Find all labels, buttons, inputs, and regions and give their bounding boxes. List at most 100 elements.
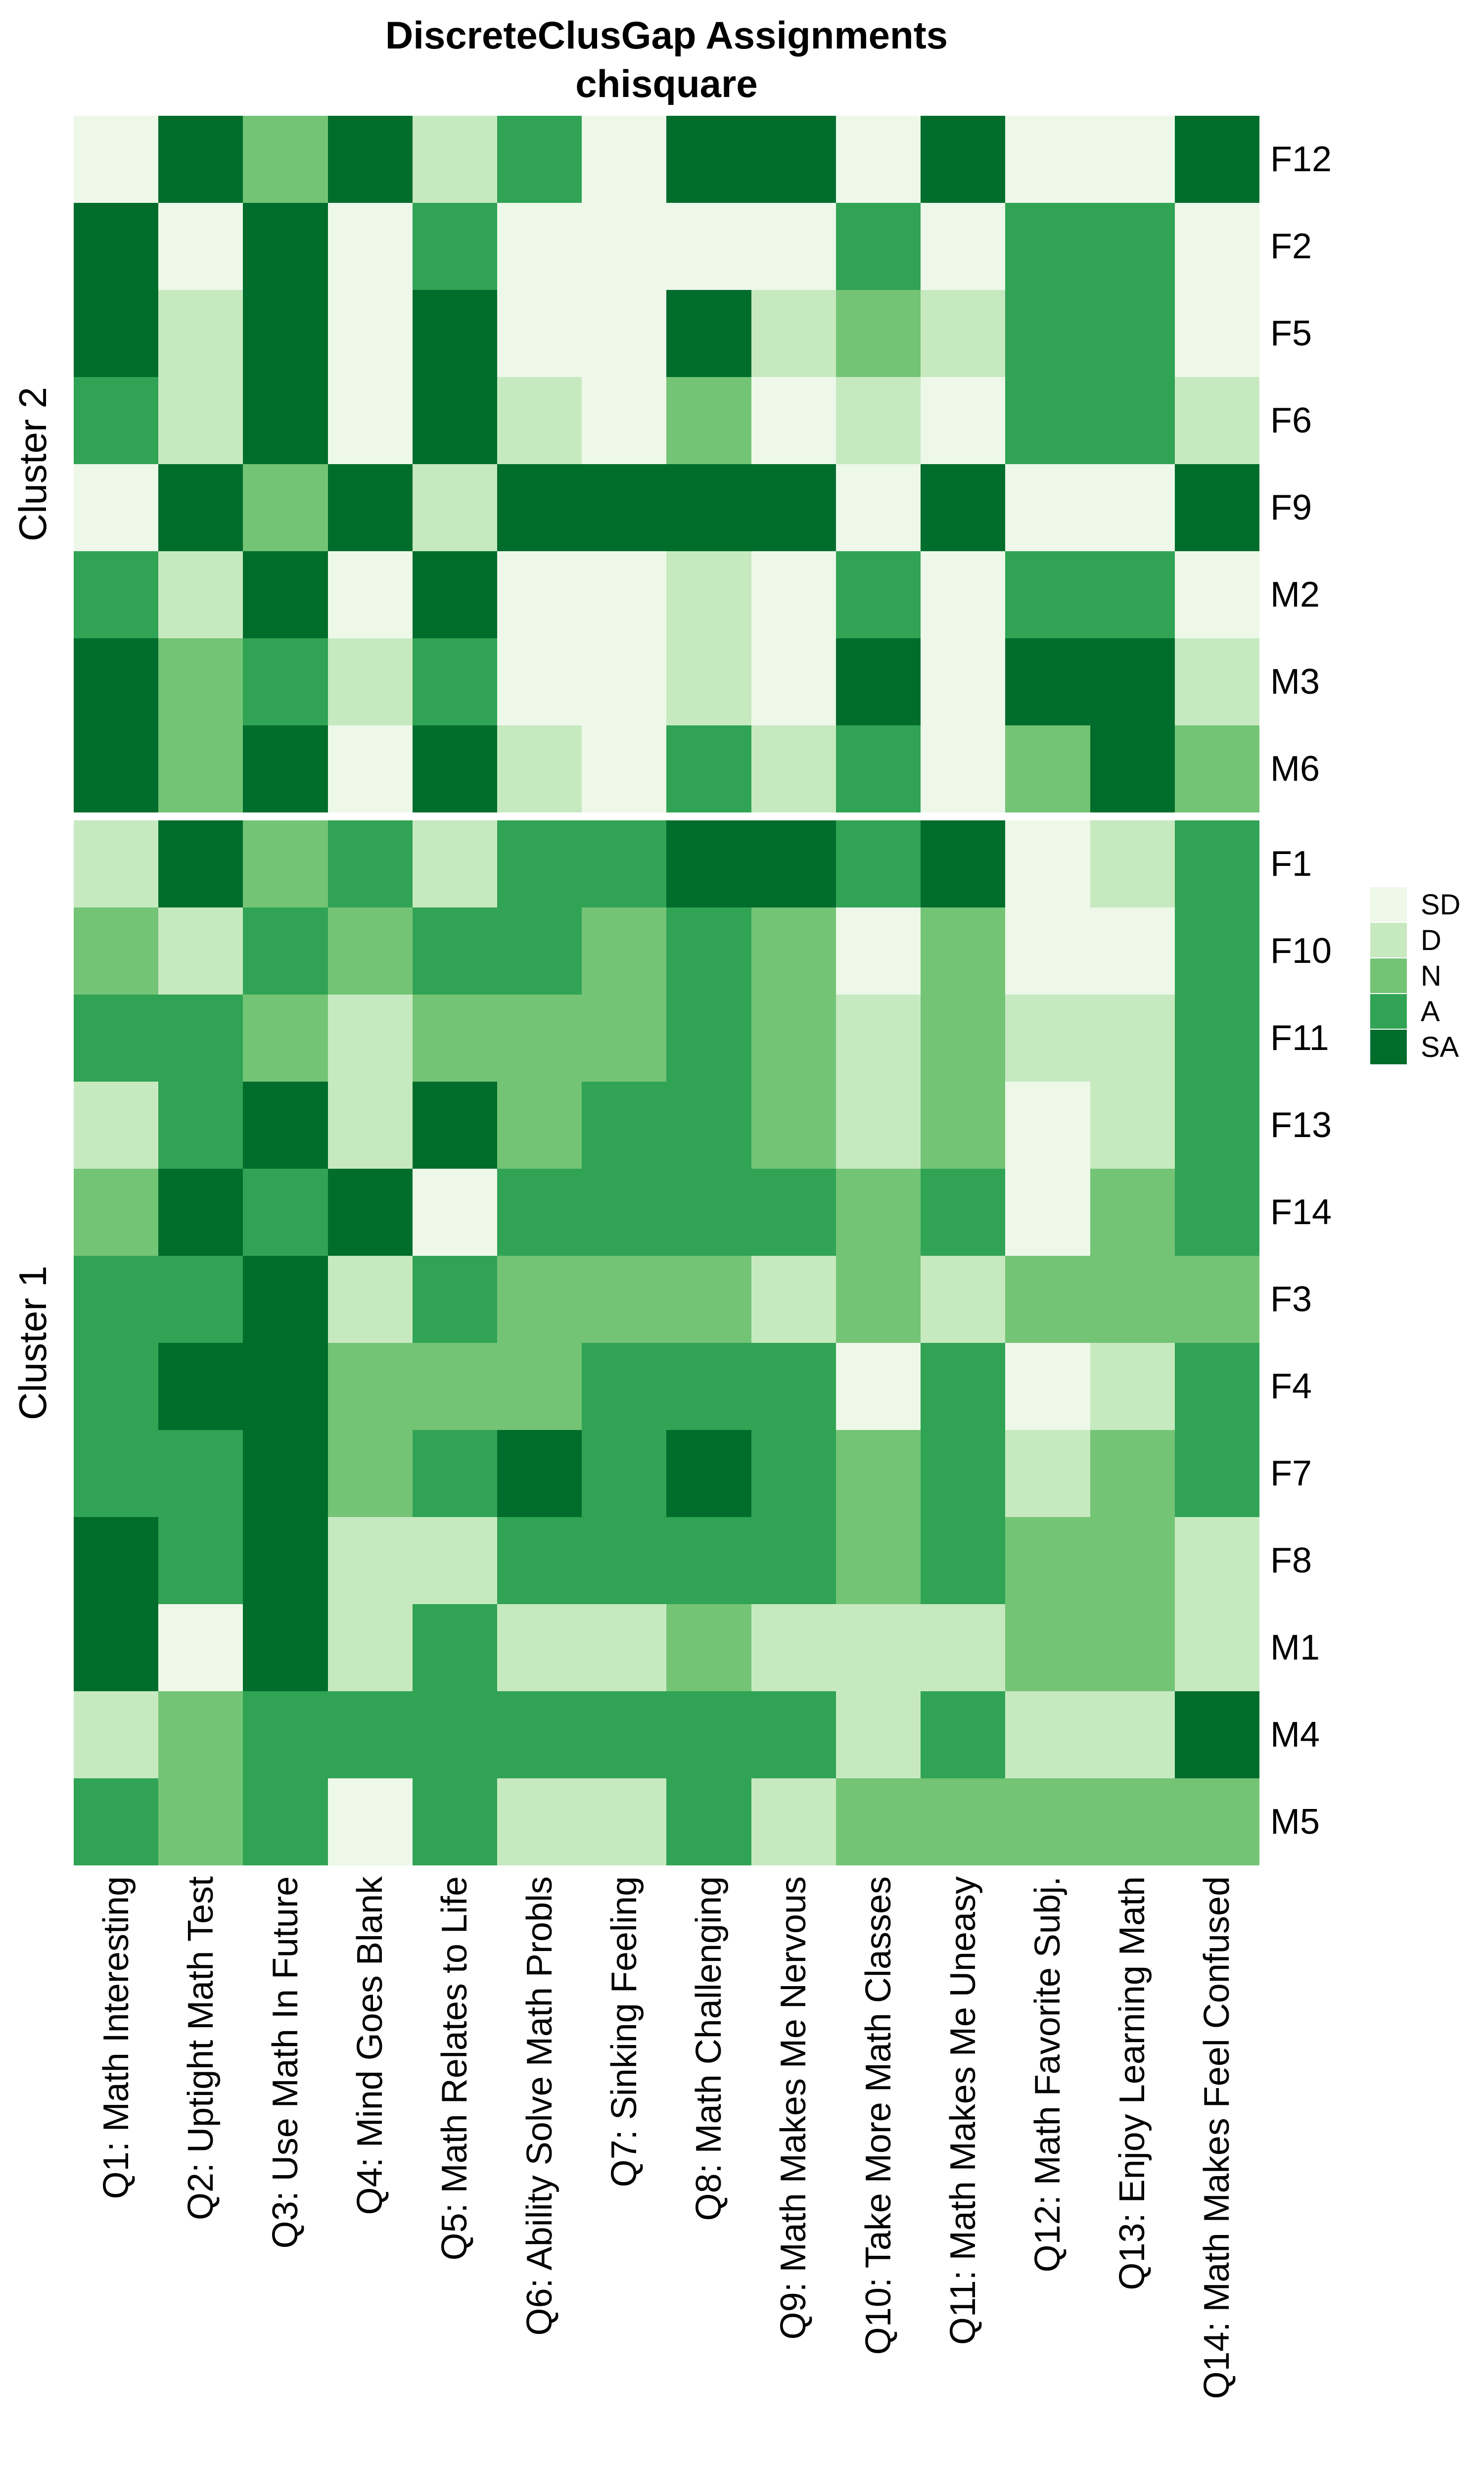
heatmap-cell — [835, 551, 921, 638]
row-label: F12 — [1270, 140, 1332, 179]
heatmap-cell — [1174, 638, 1259, 725]
heatmap-cell — [582, 551, 667, 638]
row-label: F11 — [1270, 1018, 1329, 1058]
row-label: M6 — [1270, 749, 1320, 789]
heatmap-cell — [1174, 725, 1259, 812]
heatmap-cell — [497, 725, 582, 812]
heatmap-cell — [243, 638, 328, 725]
heatmap-cell — [835, 1082, 921, 1169]
heatmap-cell — [243, 1778, 328, 1865]
legend-swatch — [1370, 1030, 1407, 1064]
heatmap-grid-cluster-2 — [74, 116, 1259, 812]
heatmap-cell — [1174, 1169, 1259, 1256]
row-label: F4 — [1270, 1367, 1312, 1406]
heatmap-cell — [412, 464, 498, 551]
heatmap-cell — [158, 203, 243, 290]
heatmap-cell — [835, 1343, 921, 1430]
heatmap-cell — [243, 907, 328, 995]
heatmap-cell — [835, 995, 921, 1082]
heatmap-cell — [327, 638, 413, 725]
heatmap-cell — [327, 995, 413, 1082]
heatmap-cell — [497, 1256, 582, 1343]
heatmap-cell — [327, 1169, 413, 1256]
heatmap-cell — [751, 1604, 836, 1691]
heatmap-cell — [666, 1430, 751, 1517]
heatmap-cell — [582, 464, 667, 551]
heatmap-cell — [666, 820, 751, 907]
heatmap-cell — [751, 377, 836, 464]
heatmap-cell — [327, 203, 413, 290]
row-label: F14 — [1270, 1192, 1332, 1232]
column-label: Q2: Uptight Math Test — [181, 1876, 221, 2221]
heatmap-cell — [1174, 1082, 1259, 1169]
heatmap-cell — [1005, 907, 1090, 995]
row-label: F6 — [1270, 401, 1312, 440]
heatmap-cell — [158, 1256, 243, 1343]
heatmap-cell — [1090, 725, 1175, 812]
heatmap-cell — [243, 464, 328, 551]
heatmap-cell — [243, 377, 328, 464]
heatmap-cell — [666, 1517, 751, 1604]
heatmap-cell — [921, 820, 1006, 907]
heatmap-cell — [1090, 1778, 1175, 1865]
heatmap-cell — [835, 1256, 921, 1343]
heatmap-cell — [327, 907, 413, 995]
chart-title: DiscreteClusGap Assignments chisquare — [74, 11, 1259, 108]
heatmap-cell — [327, 464, 413, 551]
heatmap-cell — [74, 290, 159, 377]
column-label: Q14: Math Makes Feel Confused — [1197, 1876, 1237, 2399]
heatmap-cell — [1005, 995, 1090, 1082]
heatmap-cell — [1005, 203, 1090, 290]
heatmap-cell — [412, 1517, 498, 1604]
heatmap-cell — [921, 1169, 1006, 1256]
heatmap-cell — [243, 1082, 328, 1169]
heatmap-cell — [921, 116, 1006, 203]
heatmap-cell — [412, 1343, 498, 1430]
heatmap-cell — [497, 116, 582, 203]
heatmap-cell — [921, 725, 1006, 812]
heatmap-cell — [74, 464, 159, 551]
heatmap-cell — [327, 1778, 413, 1865]
column-label: Q3: Use Math In Future — [266, 1876, 306, 2249]
heatmap-cell — [158, 116, 243, 203]
heatmap-cell — [158, 1517, 243, 1604]
heatmap-cell — [751, 551, 836, 638]
heatmap-cell — [1005, 290, 1090, 377]
row-label: F7 — [1270, 1454, 1312, 1493]
heatmap-cell — [1090, 1430, 1175, 1517]
heatmap-cell — [158, 1604, 243, 1691]
heatmap-cell — [243, 203, 328, 290]
heatmap-cell — [666, 203, 751, 290]
heatmap-cell — [1174, 1430, 1259, 1517]
row-label: F9 — [1270, 488, 1312, 527]
heatmap-cell — [835, 290, 921, 377]
heatmap-cell — [327, 290, 413, 377]
row-label: M3 — [1270, 662, 1320, 702]
heatmap-cell — [921, 1256, 1006, 1343]
heatmap-cell — [497, 1604, 582, 1691]
heatmap-cell — [412, 1169, 498, 1256]
heatmap-cell — [666, 907, 751, 995]
cluster-2-label-box: Cluster 2 — [9, 116, 56, 812]
heatmap-cell — [412, 377, 498, 464]
heatmap-cell — [74, 1430, 159, 1517]
heatmap-cell — [1090, 1691, 1175, 1778]
column-label: Q8: Math Challenging — [689, 1876, 729, 2221]
heatmap-cell — [497, 377, 582, 464]
heatmap-cell — [1174, 1517, 1259, 1604]
heatmap-cell — [327, 551, 413, 638]
heatmap-cell — [243, 820, 328, 907]
heatmap-cell — [74, 995, 159, 1082]
heatmap-cell — [751, 638, 836, 725]
heatmap-cell — [158, 638, 243, 725]
heatmap-cell — [921, 638, 1006, 725]
heatmap-cell — [327, 377, 413, 464]
heatmap-cell — [74, 551, 159, 638]
column-label: Q12: Math Favorite Subj. — [1027, 1876, 1067, 2273]
heatmap-cell — [666, 551, 751, 638]
heatmap-cell — [497, 1778, 582, 1865]
column-label: Q11: Math Makes Me Uneasy — [943, 1876, 983, 2345]
heatmap-cell — [412, 116, 498, 203]
heatmap-cell — [666, 1778, 751, 1865]
heatmap-cell — [666, 1343, 751, 1430]
